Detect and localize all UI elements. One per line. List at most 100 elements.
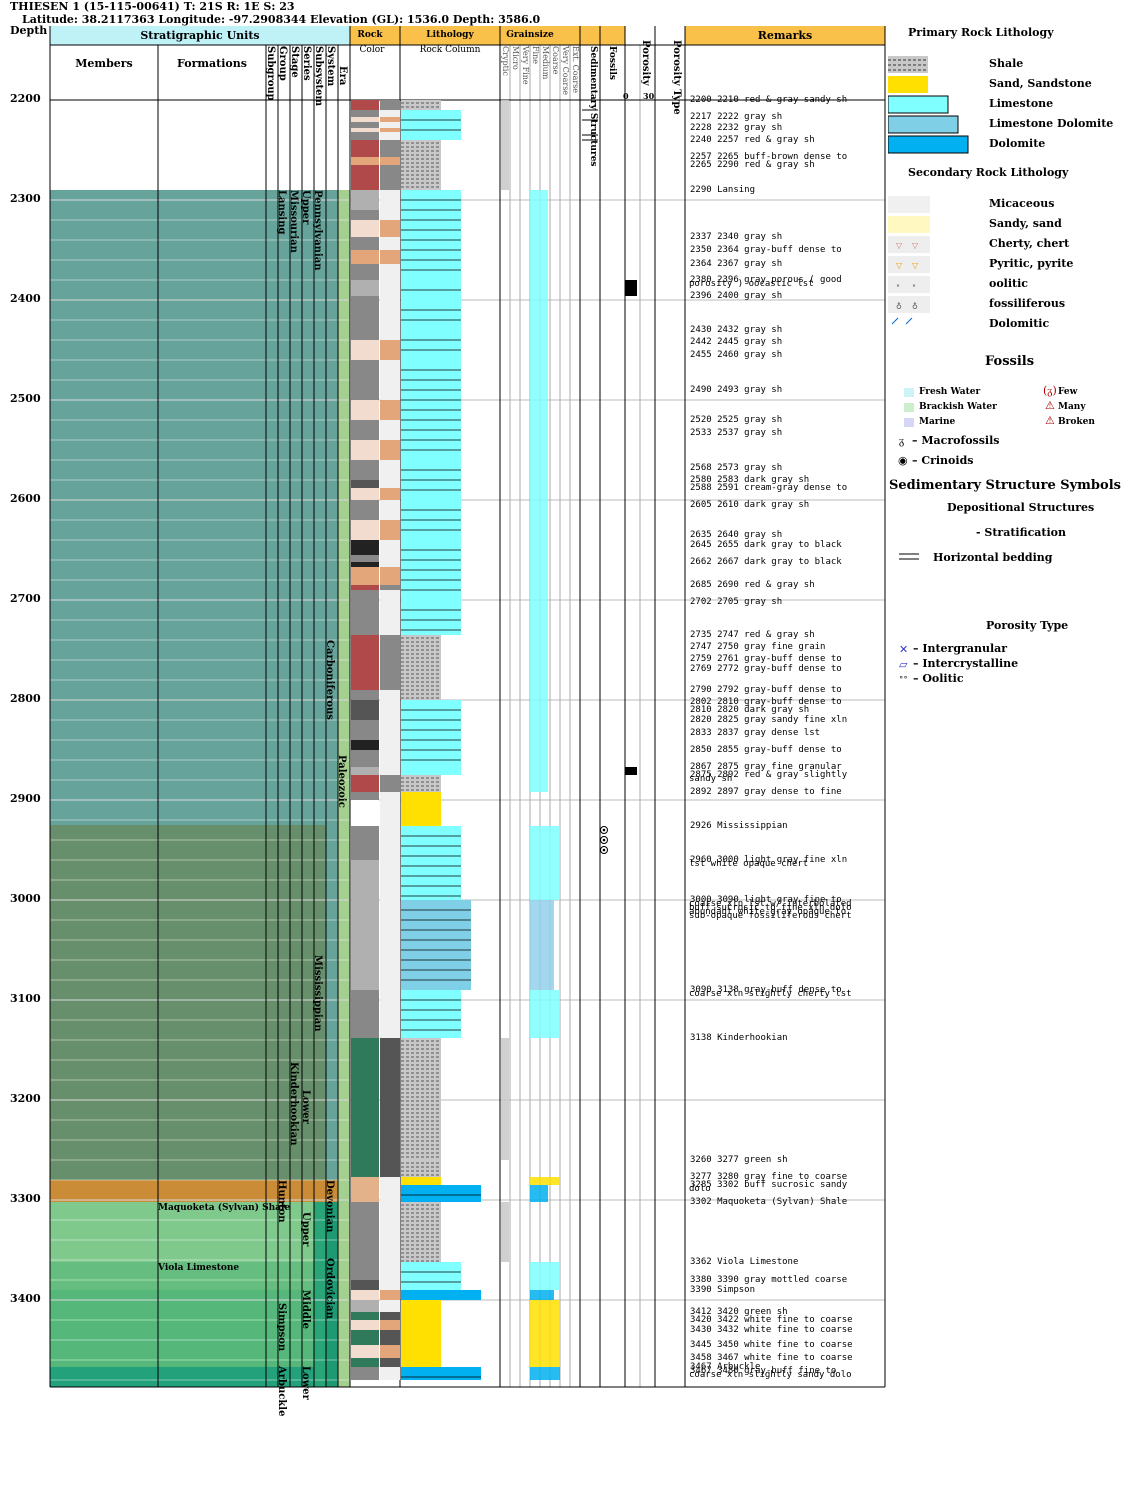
lithology-band: [401, 767, 461, 775]
lithology-band: [401, 600, 461, 635]
porosity-scale-30: 30: [643, 91, 655, 101]
rock-color-band: [351, 590, 379, 635]
lithology-band: [401, 700, 461, 767]
legend-broken: Broken: [1058, 417, 1095, 427]
grainsize-bar: [530, 900, 554, 990]
rock-color-band: [380, 250, 400, 264]
remark-line: 3458 3467 white fine to coarse: [690, 1353, 853, 1363]
brackish-water-swatch: [904, 403, 914, 412]
rock-color-band: [351, 237, 379, 250]
system-header: System: [325, 46, 336, 87]
rock-color-band: [351, 480, 379, 488]
remark-line: coarse xln slightly cherty lst: [689, 989, 852, 999]
rock-color-band: [380, 190, 400, 210]
remark-line: 2810 2820 dark gray sh: [690, 705, 810, 715]
rock-color-band: [380, 1300, 400, 1312]
remark-line: 3467 Arbuckle: [690, 1362, 761, 1372]
remark-line: 2769 2772 gray-buff dense to: [690, 664, 842, 674]
dep-structures-title: Depositional Structures: [947, 501, 1095, 514]
remark-line: 2820 2825 gray sandy fine xln: [690, 715, 848, 725]
subsystem-header: Subsystem: [313, 46, 324, 107]
grainsize-header-bar: [500, 26, 625, 45]
remark-line: buff sucrosic to fine xln dolo: [689, 903, 852, 913]
depth-tick: 2900: [10, 792, 41, 805]
lithology-band: [401, 1290, 481, 1300]
grainsize-header: Grainsize: [506, 30, 554, 40]
legend-cherty: Cherty, chert: [989, 237, 1070, 250]
lower-label: Lower: [300, 1090, 311, 1124]
rock-color-band: [351, 520, 379, 540]
rock-color-band: [380, 562, 400, 567]
rock-color-band: [351, 635, 379, 690]
strat-header-bar: [50, 26, 350, 45]
arbuckle-label: Arbuckle: [276, 1366, 287, 1417]
remark-line: 2662 2667 dark gray to black: [690, 557, 842, 567]
remark-line: 2875 2892 red & gray slightly: [690, 770, 848, 780]
rock-color-band: [351, 440, 379, 460]
rock-color-band: [351, 555, 379, 562]
rock-color-band: [351, 140, 379, 157]
well-title: THIESEN 1 (15-115-00641) T: 21S R: 1E S:…: [10, 0, 295, 13]
rock-header: Rock: [357, 30, 383, 40]
rock-color-band: [380, 690, 400, 700]
legend-intercrystalline: – Intercrystalline: [913, 657, 1019, 670]
primary-lithology-title: Primary Rock Lithology: [908, 26, 1054, 39]
svg-text:▽: ▽: [912, 261, 919, 270]
rock-color-band: [380, 1262, 400, 1280]
rock-color-band: [351, 157, 379, 165]
remark-line: 2747 2750 gray fine grain: [690, 642, 826, 652]
rock-color-band: [351, 122, 379, 128]
lithology-band: [401, 300, 461, 330]
rock-color-band: [351, 1280, 379, 1290]
rock-color-band: [351, 165, 379, 190]
remark-line: 2833 2837 gray dense lst: [690, 728, 821, 738]
remark-line: 2533 2537 gray sh: [690, 428, 783, 438]
upper-label: Upper: [300, 190, 311, 225]
remark-line: 2490 2493 gray sh: [690, 385, 783, 395]
rock-color-band: [351, 488, 379, 500]
depth-tick: 3100: [10, 992, 41, 1005]
remark-line: 2228 2232 gray sh: [690, 123, 783, 133]
rock-color-band: [380, 590, 400, 635]
remark-line: coarse xln slightly sandy dolo: [689, 1370, 852, 1380]
rock-color-band: [380, 264, 400, 280]
depth-tick: 2500: [10, 392, 41, 405]
grainsize-bar: [530, 1300, 560, 1367]
rock-color-band: [351, 775, 379, 792]
remark-line: lst white opaque chert: [689, 859, 809, 869]
legend-limestone-dolomite: Limestone Dolomite: [989, 117, 1114, 130]
rock-color-band: [351, 720, 379, 740]
rock-color-band: [351, 1345, 379, 1358]
svg-text:▽: ▽: [912, 241, 919, 250]
remark-line: 2337 2340 gray sh: [690, 232, 783, 242]
rock-color-band: [380, 990, 400, 1038]
rock-color-band: [351, 700, 379, 720]
legend-sandy: Sandy, sand: [989, 217, 1062, 230]
legend-limestone: Limestone: [989, 97, 1054, 110]
remark-line: 2396 2400 gray sh: [690, 291, 783, 301]
rock-color-band: [351, 110, 379, 117]
legend-sandstone: Sand, Sandstone: [989, 77, 1092, 90]
remark-line: 2960 3000 light gray fine xln: [690, 855, 848, 865]
remark-line: porosity ) oocastic lst: [689, 279, 814, 289]
series-header: Series: [301, 46, 312, 81]
formations-header: Formations: [177, 57, 247, 70]
rock-color-band: [380, 460, 400, 480]
rock-color-band: [351, 1330, 379, 1345]
subgroup-header: Subgroup: [265, 46, 276, 101]
rock-color-band: [380, 720, 400, 740]
rock-color-band: [380, 220, 400, 237]
remark-line: 2290 Lansing: [690, 185, 756, 195]
rock-color-header-bar: [350, 26, 400, 45]
rock-color-band: [380, 1177, 400, 1185]
fresh-water-swatch: [904, 388, 914, 397]
lithology-band: [401, 1185, 481, 1202]
rock-color-band: [380, 1160, 400, 1177]
rock-color-band: [351, 826, 379, 860]
rock-color-band: [351, 420, 379, 440]
depth-header: Depth: [10, 24, 48, 37]
rock-color-band: [351, 1177, 379, 1185]
rock-color-band: [380, 1185, 400, 1202]
porosity-type-header: Porosity Type: [671, 40, 682, 115]
